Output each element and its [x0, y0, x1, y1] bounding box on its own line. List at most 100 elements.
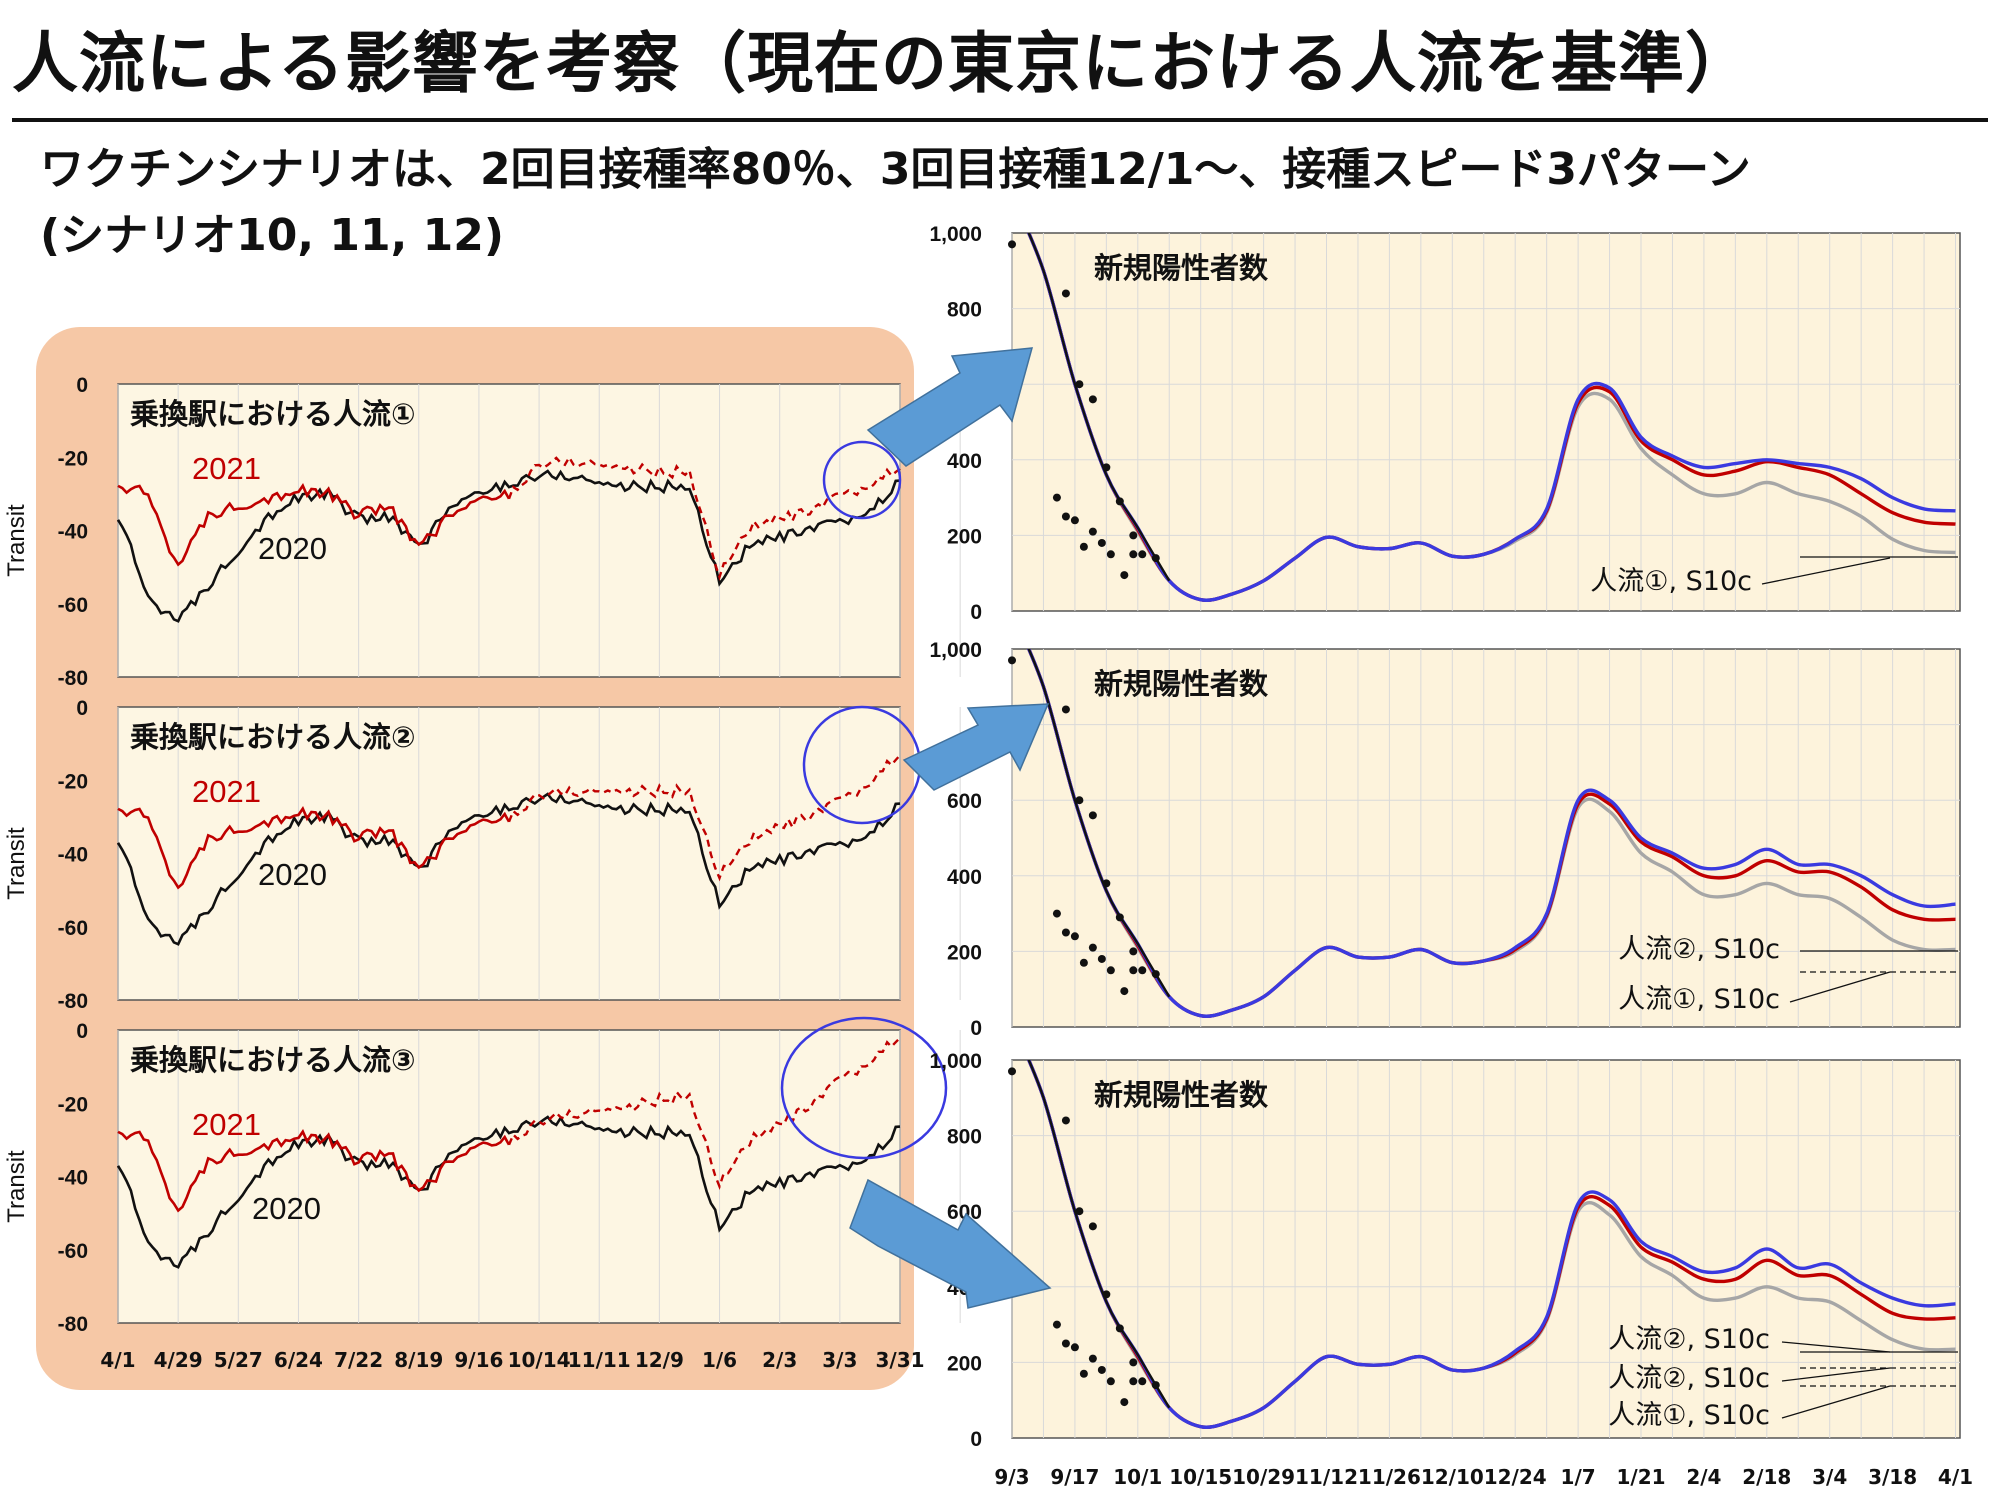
observed-point: [1129, 947, 1138, 956]
x-tick-label: 1/6: [702, 1348, 737, 1372]
y-tick-label: -40: [58, 844, 88, 867]
y-tick-label: 0: [76, 374, 88, 397]
annotation-label: 人流①, S10c: [1618, 984, 1780, 1015]
y-tick-label: -20: [58, 1093, 88, 1116]
series-2020-label: 2020: [252, 1191, 321, 1226]
chart-title: 乗換駅における人流②: [130, 720, 416, 754]
observed-point: [1106, 550, 1115, 559]
x-tick-label: 2/18: [1742, 1465, 1791, 1489]
arrow-3: [849, 1178, 1052, 1309]
observed-point: [1106, 1377, 1115, 1386]
y-tick-label: 0: [76, 697, 88, 720]
x-tick-label: 9/17: [1050, 1465, 1099, 1489]
x-tick-label: 12/9: [635, 1348, 684, 1372]
mobility-chart-1: 0 -20 -40 -60 -80 Transit 乗換駅における人流① 2021 2020: [3, 374, 961, 690]
series-2021-label: 2021: [192, 774, 261, 809]
observed-point: [1129, 550, 1138, 559]
y-tick-label: -80: [58, 990, 88, 1013]
observed-point: [1102, 1290, 1111, 1299]
page-title: 人流による影響を考察（現在の東京における人流を基準）: [12, 25, 1753, 102]
x-tick-label: 10/14: [508, 1348, 571, 1372]
annotation-label: 人流②, S10c: [1608, 1363, 1770, 1394]
observed-point: [1052, 1320, 1061, 1329]
observed-point: [1138, 966, 1147, 975]
plot-area: [117, 706, 901, 1001]
observed-point: [1061, 705, 1070, 714]
y-tick-label: -60: [58, 594, 88, 617]
leader-line: [1781, 1385, 1891, 1419]
y-tick-label: 600: [947, 790, 982, 813]
x-tick-label: 9/16: [454, 1348, 503, 1372]
subtitle-line-2: (シナリオ10, 11, 12): [40, 210, 504, 261]
observed-point: [1088, 527, 1097, 536]
x-tick-label: 5/27: [214, 1348, 263, 1372]
observed-point: [1151, 970, 1160, 979]
chart-title: 新規陽性者数: [1094, 667, 1269, 701]
x-tick-label: 4/1: [1938, 1465, 1973, 1489]
plot-area: [1011, 648, 1961, 1028]
x-tick-label: 11/12: [1295, 1465, 1358, 1489]
y-tick-label: 400: [947, 866, 982, 889]
observed-point: [1115, 497, 1124, 506]
subtitle-line-1: ワクチンシナリオは、2回目接種率80％、3回目接種12/1～、接種スピード3パタ…: [40, 144, 1751, 195]
observed-point: [1088, 1354, 1097, 1363]
y-tick-label: 200: [947, 1352, 982, 1375]
observed-point: [1129, 531, 1138, 540]
observed-point: [1138, 1377, 1147, 1386]
observed-point: [1129, 1358, 1138, 1367]
y-tick-label: 1,000: [929, 639, 982, 662]
observed-point: [1075, 1207, 1084, 1216]
plot-area: [117, 383, 901, 678]
x-tick-label: 3/4: [1812, 1465, 1847, 1489]
x-tick-label: 2/4: [1686, 1465, 1721, 1489]
observed-point: [1075, 380, 1084, 389]
y-tick-label: 0: [970, 1428, 982, 1451]
chart-title: 新規陽性者数: [1094, 1078, 1269, 1112]
y-axis-label: Transit: [3, 827, 30, 900]
plot-area: [1011, 232, 1961, 612]
fitted-line-early: [1027, 649, 1171, 998]
x-tick-label: 3/31: [875, 1348, 924, 1372]
mobility-chart-3: 0 -20 -40 -60 -80 Transit 乗換駅における人流③ 2021 2020 4/…: [3, 1016, 961, 1372]
series-2020-line: [116, 792, 901, 946]
highlight-circle: [822, 440, 902, 520]
arrow-2: [902, 703, 1050, 791]
observed-point: [1075, 796, 1084, 805]
x-tick-label: 8/19: [394, 1348, 443, 1372]
y-axis-label: Transit: [3, 1150, 30, 1223]
highlight-circle: [780, 1016, 948, 1160]
observed-point: [1088, 395, 1097, 404]
observed-point: [1097, 954, 1106, 963]
y-tick-label: -40: [58, 1167, 88, 1190]
series-2021-label: 2021: [192, 451, 261, 486]
y-tick-label: 200: [947, 941, 982, 964]
observed-point: [1120, 1398, 1129, 1407]
observed-point: [1079, 958, 1088, 967]
observed-point: [1070, 1343, 1079, 1352]
observed-point: [1008, 1067, 1016, 1076]
series-2021-label: 2021: [192, 1107, 261, 1142]
y-tick-label: -20: [58, 770, 88, 793]
observed-point: [1138, 550, 1147, 559]
x-tick-label: 4/1: [100, 1348, 135, 1372]
x-tick-label: 1/21: [1616, 1465, 1665, 1489]
series-2020-line: [116, 469, 901, 623]
observed-point: [1079, 542, 1088, 551]
observed-point: [1102, 879, 1111, 888]
series-2021-line-dashed: [507, 754, 901, 882]
observed-point: [1120, 987, 1129, 996]
y-tick-label: 0: [970, 601, 982, 624]
y-tick-label: -20: [58, 447, 88, 470]
series-2021-line-dashed: [507, 455, 901, 581]
curves: [1026, 233, 1956, 602]
series-2021-line-solid: [117, 806, 511, 890]
observed-point: [1061, 512, 1070, 521]
x-tick-label: 3/18: [1868, 1465, 1917, 1489]
y-tick-label: 600: [947, 1201, 982, 1224]
series-2020-line: [116, 1115, 901, 1269]
observed-point: [1079, 1369, 1088, 1378]
annotation-label: 人流②, S10c: [1618, 934, 1780, 965]
